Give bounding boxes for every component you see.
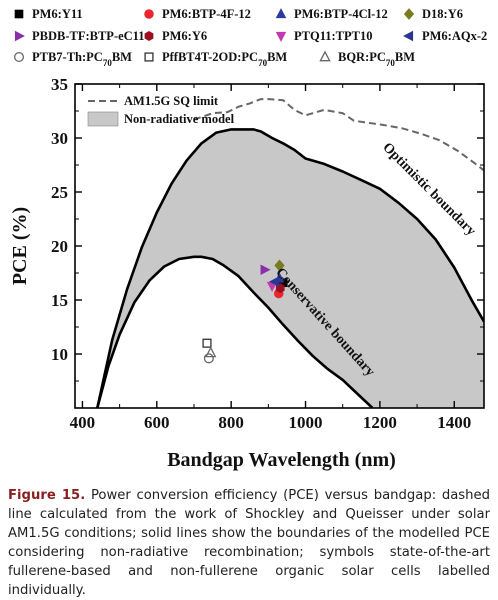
marker-d18-y6	[274, 259, 285, 272]
legend-pm6-aqx-2-label: PM6:AQx-2	[422, 29, 487, 43]
legend-pm6-y6-symbol	[144, 30, 154, 42]
legend-pm6-btp-4f-12-symbol	[144, 9, 154, 19]
legend-pm6-y6-label: PM6:Y6	[162, 29, 207, 43]
y-tick-label: 20	[51, 237, 68, 256]
y-axis-title: PCE (%)	[9, 207, 31, 285]
chart-figure: Optimistic boundary Conservative boundary…	[9, 7, 487, 471]
legend-ptq11-tpt10-symbol	[275, 31, 287, 42]
x-axis-title: Bandgap Wavelength (nm)	[167, 449, 396, 471]
legend-bqr-pc70bm-symbol	[319, 50, 331, 62]
conservative-boundary-line	[96, 255, 374, 408]
legend-pm6-btp-4cl-12-symbol	[275, 8, 287, 19]
legend-pm6-y11-symbol	[14, 9, 24, 19]
y-tick-label: 35	[51, 75, 68, 94]
legend-pm6-aqx-2-symbol	[403, 30, 414, 42]
inner-legend-sq-label: AM1.5G SQ limit	[124, 94, 219, 108]
y-tick-label: 25	[51, 183, 68, 202]
optimistic-boundary-line	[96, 128, 484, 408]
x-tick-label: 1400	[437, 413, 471, 432]
legend-pbdb-tf-btp-ec11-symbol	[14, 30, 25, 42]
inner-legend-fill-swatch	[87, 111, 119, 127]
x-tick-label: 600	[144, 413, 170, 432]
legend-pffbt4t-2od-pc70bm-label: PffBT4T-2OD:PC70BM	[162, 50, 287, 68]
y-tick-label: 10	[51, 345, 68, 364]
legend-ptb7-th-pc70bm-symbol	[13, 51, 25, 63]
inner-legend-fill-label: Non-radiative model	[124, 112, 235, 126]
figure-caption: Figure 15. Power conversion efficiency (…	[8, 486, 490, 600]
legend-d18-y6-symbol	[403, 8, 415, 20]
marker-bqr-pc70bm	[205, 346, 217, 358]
marker-pbdb-tf-btp-ec11	[260, 264, 271, 276]
y-tick-label: 30	[51, 129, 68, 148]
legend-pm6-btp-4cl-12-label: PM6:BTP-4Cl-12	[294, 7, 388, 21]
marker-pm6-aqx-2	[269, 276, 280, 287]
x-tick-label: 1200	[363, 413, 397, 432]
legend-pbdb-tf-btp-ec11-label: PBDB-TF:BTP-eC11	[32, 29, 145, 43]
plot-area	[96, 98, 484, 408]
x-tick-label: 800	[218, 413, 244, 432]
caption-text: Power conversion efficiency (PCE) versus…	[8, 488, 490, 598]
legend-pm6-btp-4f-12-label: PM6:BTP-4F-12	[162, 7, 251, 21]
sq-limit-line	[193, 98, 484, 172]
caption-label: Figure 15.	[8, 488, 86, 503]
legend-bqr-pc70bm-label: BQR:PC70BM	[338, 50, 415, 68]
x-tick-label: 1000	[289, 413, 323, 432]
legend-pffbt4t-2od-pc70bm-symbol	[144, 52, 154, 62]
legend-ptq11-tpt10-label: PTQ11:TPT10	[294, 29, 372, 43]
legend-d18-y6-label: D18:Y6	[422, 7, 463, 21]
y-tick-label: 15	[51, 291, 68, 310]
legend-ptb7-th-pc70bm-label: PTB7-Th:PC70BM	[32, 50, 132, 68]
marker-ptb7-th-pc70bm	[203, 353, 214, 364]
x-tick-label: 400	[70, 413, 96, 432]
legend-pm6-y11-label: PM6:Y11	[32, 7, 83, 21]
non-radiative-region	[97, 129, 484, 408]
marker-pffbt4t-2od-pc70bm	[202, 338, 212, 348]
